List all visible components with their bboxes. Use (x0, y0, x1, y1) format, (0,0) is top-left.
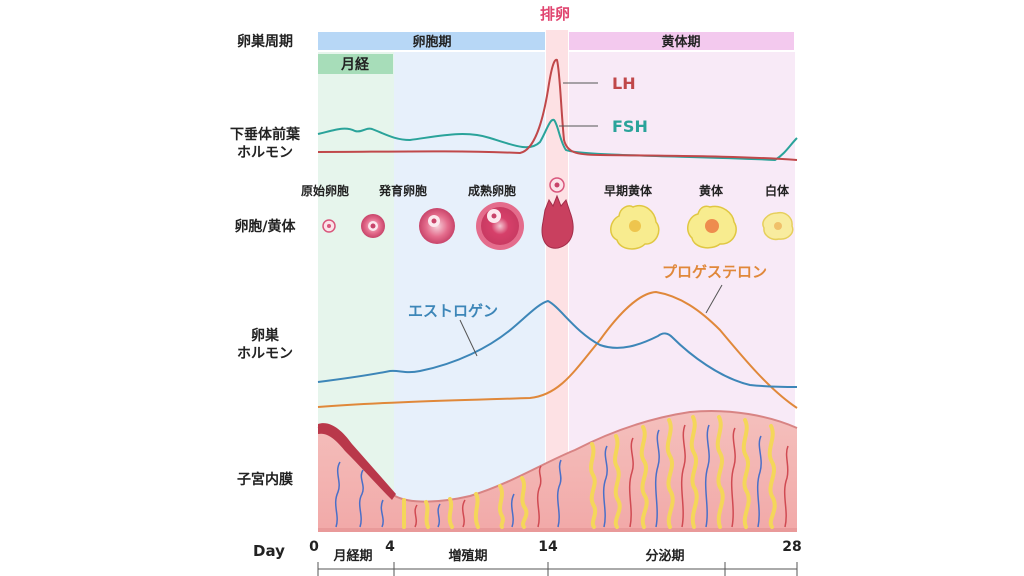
developing-follicle-icon (361, 214, 385, 238)
stage-albicans-label: 白体 (765, 183, 790, 198)
stage-luteum-label: 黄体 (699, 183, 724, 198)
estrogen-curve (317, 299, 798, 388)
fsh-label: FSH (612, 117, 648, 136)
axis-tick-label-4: 4 (385, 539, 395, 555)
corpus-luteum-icon (687, 205, 737, 249)
axis-tick-label-14: 14 (538, 539, 558, 555)
row-label-pituitary: 下垂体前葉 ホルモン (215, 126, 315, 162)
axis-tick-label-0: 0 (309, 539, 319, 555)
row-label-ovarian-line1: 卵巣 (251, 328, 279, 344)
secretory-period-label: 分泌期 (645, 548, 684, 564)
mature-follicle-icon (476, 202, 524, 250)
follicular-banner (318, 32, 545, 50)
ruptured-follicle-icon (541, 194, 574, 249)
row-label-endometrium: 子宮内膜 (237, 472, 293, 488)
progesterone-label: プロゲステロン (662, 263, 767, 281)
ovulation-band (546, 30, 568, 530)
stage-primordial-label: 原始卵胞 (301, 183, 349, 198)
row-label-ovarian-cycle: 卵巣周期 (237, 34, 293, 50)
progesterone-pointer (705, 284, 723, 314)
menstruation-label: 月経 (340, 56, 370, 73)
proliferative-period-label: 増殖期 (448, 548, 487, 564)
early-corpus-luteum-icon (610, 205, 660, 250)
row-label-pituitary-line2: ホルモン (237, 145, 293, 161)
stage-early-luteum-label: 早期黄体 (604, 183, 653, 198)
luteal-phase-label: 黄体期 (661, 34, 700, 50)
row-label-ovarian-line2: ホルモン (237, 346, 293, 362)
follicular-phase-label: 卵胞期 (412, 34, 451, 50)
primordial-follicle-icon (322, 219, 336, 233)
progesterone-curve (317, 290, 798, 409)
stage-mature-label: 成熟卵胞 (468, 183, 516, 198)
menstrual-period-label: 月経期 (332, 548, 372, 564)
follicular-background (394, 52, 545, 532)
ovulation-label: 排卵 (540, 5, 570, 23)
corpus-albicans-icon (762, 211, 794, 241)
growing-follicle-icon (419, 208, 455, 244)
ovulated-egg-icon (549, 177, 565, 193)
row-label-ovarian-hormone: 卵巣 ホルモン (220, 327, 310, 363)
axis-tick-label-28: 28 (782, 539, 801, 555)
estrogen-label: エストロゲン (408, 302, 498, 320)
stage-developing-label: 発育卵胞 (378, 183, 427, 198)
row-label-pituitary-line1: 下垂体前葉 (230, 127, 300, 143)
menstruation-banner (318, 54, 393, 74)
menstrual-shedding (318, 423, 396, 500)
axis-day-label: Day (253, 542, 285, 560)
estrogen-pointer (459, 319, 478, 357)
lh-label: LH (612, 74, 636, 93)
row-label-follicle: 卵胞/黄体 (234, 219, 296, 235)
glands (402, 415, 777, 529)
blood-vessels (334, 424, 789, 528)
lh-curve (317, 58, 798, 161)
luteal-banner (569, 32, 794, 50)
